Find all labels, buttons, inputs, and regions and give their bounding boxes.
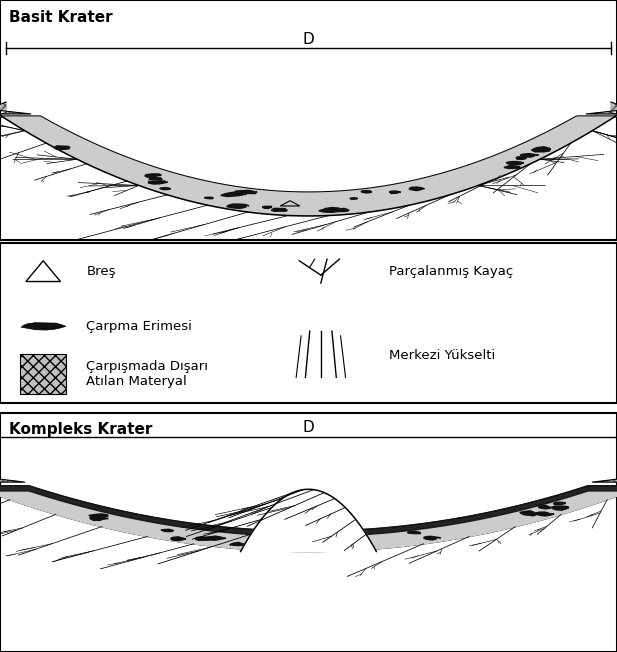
Polygon shape [262, 206, 272, 209]
Polygon shape [539, 505, 550, 509]
Polygon shape [526, 513, 538, 516]
Polygon shape [361, 190, 372, 193]
Polygon shape [89, 514, 108, 518]
Text: Çarpışmada Dışarı
Atılan Materyal: Çarpışmada Dışarı Atılan Materyal [86, 360, 209, 388]
Polygon shape [21, 323, 66, 330]
Polygon shape [149, 177, 162, 180]
Polygon shape [149, 181, 168, 184]
Text: D: D [302, 421, 315, 436]
Text: D: D [302, 32, 315, 47]
Polygon shape [271, 209, 288, 211]
Polygon shape [389, 191, 401, 194]
Polygon shape [408, 531, 421, 534]
Text: Kompleks Krater: Kompleks Krater [9, 422, 152, 437]
Polygon shape [531, 147, 551, 152]
Polygon shape [536, 512, 554, 516]
Polygon shape [145, 174, 161, 177]
Polygon shape [520, 511, 539, 514]
Text: Çarpma Erimesi: Çarpma Erimesi [86, 319, 193, 333]
Text: Breş: Breş [86, 265, 116, 278]
Polygon shape [171, 537, 186, 541]
Polygon shape [504, 166, 520, 168]
Polygon shape [54, 146, 70, 149]
Polygon shape [160, 188, 171, 190]
Polygon shape [424, 537, 441, 540]
Polygon shape [553, 502, 566, 505]
Polygon shape [319, 207, 340, 213]
Polygon shape [409, 187, 424, 190]
Polygon shape [226, 204, 249, 209]
Polygon shape [195, 537, 210, 541]
Polygon shape [204, 198, 213, 199]
Polygon shape [89, 517, 108, 520]
Polygon shape [241, 489, 376, 552]
Polygon shape [516, 156, 527, 160]
Polygon shape [521, 154, 539, 157]
Polygon shape [506, 162, 524, 164]
Polygon shape [335, 209, 349, 211]
Polygon shape [350, 198, 358, 200]
Polygon shape [235, 190, 257, 194]
Polygon shape [161, 529, 173, 531]
Polygon shape [221, 192, 246, 196]
Polygon shape [203, 536, 226, 541]
Bar [20, 354, 67, 394]
Polygon shape [230, 542, 244, 546]
Text: Parçalanmış Kayaç: Parçalanmış Kayaç [389, 265, 513, 278]
Text: Merkezi Yükselti: Merkezi Yükselti [389, 349, 495, 361]
Polygon shape [551, 506, 569, 511]
Text: Basit Krater: Basit Krater [9, 10, 113, 25]
